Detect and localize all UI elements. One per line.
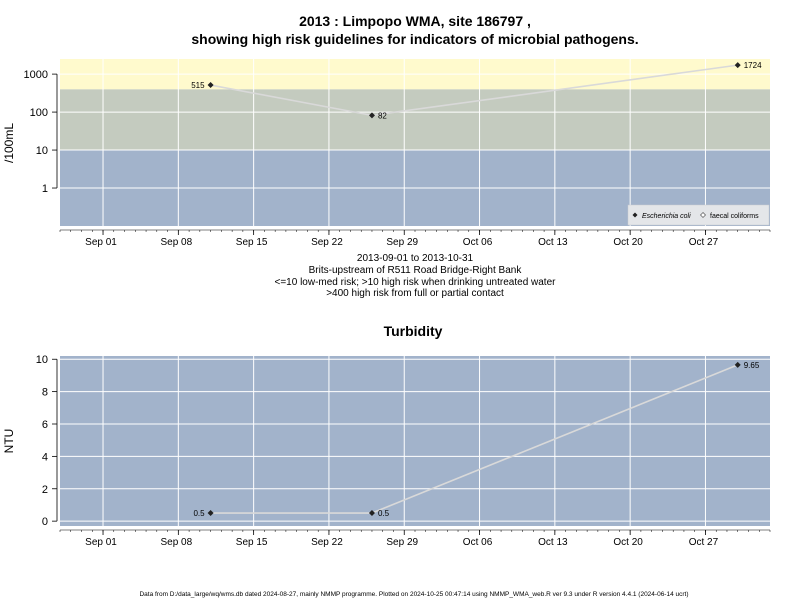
turbidity-title: Turbidity (384, 323, 443, 339)
data-label-2: 9.65 (744, 361, 760, 370)
y-tick-label-3: 6 (42, 419, 48, 431)
y-tick-label-5: 10 (36, 354, 48, 366)
y-tick-label-2: 4 (42, 451, 48, 463)
legend-ecoli-marker (632, 212, 638, 218)
data-point-0 (207, 510, 214, 517)
y-tick-label-1: 10 (36, 145, 48, 157)
data-label-0: 0.5 (193, 509, 205, 518)
data-label-1: 0.5 (378, 509, 390, 518)
x-tick-label-1: Sep 08 (160, 237, 192, 248)
chart-subtitle: showing high risk guidelines for indicat… (191, 31, 638, 47)
bottom-y-axis: 0 2 4 6 8 10 (36, 354, 58, 528)
y-tick-label-4: 8 (42, 387, 48, 399)
data-point-2 (734, 361, 741, 368)
legend: Escherichia coli faecal coliforms (627, 204, 770, 226)
risk-band-1 (60, 89, 770, 151)
x-tick-label-8: Oct 27 (689, 537, 719, 548)
x-tick-label-2: Sep 15 (236, 537, 268, 548)
x-tick-label-5: Oct 06 (463, 537, 493, 548)
x-tick-label-4: Sep 29 (386, 237, 418, 248)
x-tick-label-7: Oct 20 (613, 237, 643, 248)
y-tick-label-2: 100 (30, 107, 48, 119)
caption-site: Brits-upstream of R511 Road Bridge-Right… (309, 265, 523, 276)
top-x-axis: Sep 01 Sep 08 Sep 15 Sep 22 Sep 29 Oct 06 Oct … (59, 229, 771, 248)
footer-note: Data from D:/data_large/wq/wms.db dated … (139, 591, 688, 598)
x-tick-label-8: Oct 27 (689, 237, 719, 248)
caption-guideline-drinking: <=10 low-med risk; >10 high risk when dr… (275, 277, 557, 288)
top-gridlines (60, 59, 770, 226)
caption-date-range: 2013-09-01 to 2013-10-31 (357, 253, 474, 264)
legend-entry-faecal: faecal coliforms (710, 213, 759, 220)
x-tick-label-7: Oct 20 (613, 537, 643, 548)
panel-background (60, 356, 770, 526)
x-tick-label-0: Sep 01 (85, 537, 117, 548)
x-tick-label-5: Oct 06 (463, 237, 493, 248)
risk-bands (60, 59, 770, 226)
legend-entry-ecoli: Escherichia coli (642, 213, 691, 220)
top-y-axis: 1 10 100 1000 (24, 69, 58, 195)
data-point-2 (734, 62, 741, 69)
x-tick-label-4: Sep 29 (386, 537, 418, 548)
x-tick-label-6: Oct 13 (538, 237, 568, 248)
x-tick-label-3: Sep 22 (311, 237, 343, 248)
turbidity-series: 0.5 0.5 9.65 (193, 361, 759, 518)
bottom-gridlines (60, 356, 770, 526)
ecoli-series: 515 82 1724 (191, 61, 762, 120)
bottom-x-axis: Sep 01 Sep 08 Sep 15 Sep 22 Sep 29 Oct 06 Oct … (59, 529, 771, 548)
data-label-0: 515 (191, 81, 205, 90)
x-tick-label-2: Sep 15 (236, 237, 268, 248)
top-y-axis-label: /100mL (2, 123, 16, 163)
x-tick-label-6: Oct 13 (538, 537, 568, 548)
y-tick-label-3: 1000 (24, 69, 48, 81)
data-label-2: 1724 (744, 61, 762, 70)
y-tick-label-0: 0 (42, 516, 48, 528)
x-tick-label-1: Sep 08 (160, 537, 192, 548)
data-label-1: 82 (378, 111, 387, 120)
data-point-0 (207, 82, 214, 89)
data-point-1 (368, 112, 375, 119)
y-tick-label-0: 1 (42, 183, 48, 195)
chart-title: 2013 : Limpopo WMA, site 186797 , (299, 13, 531, 29)
data-point-1 (368, 510, 375, 517)
legend-faecal-marker (700, 212, 706, 218)
bottom-y-axis-label: NTU (2, 429, 16, 454)
turbidity-background (60, 356, 770, 526)
caption-guideline-contact: >400 high risk from full or partial cont… (326, 288, 504, 299)
x-tick-label-3: Sep 22 (311, 537, 343, 548)
x-tick-label-0: Sep 01 (85, 237, 117, 248)
y-tick-label-1: 2 (42, 484, 48, 496)
